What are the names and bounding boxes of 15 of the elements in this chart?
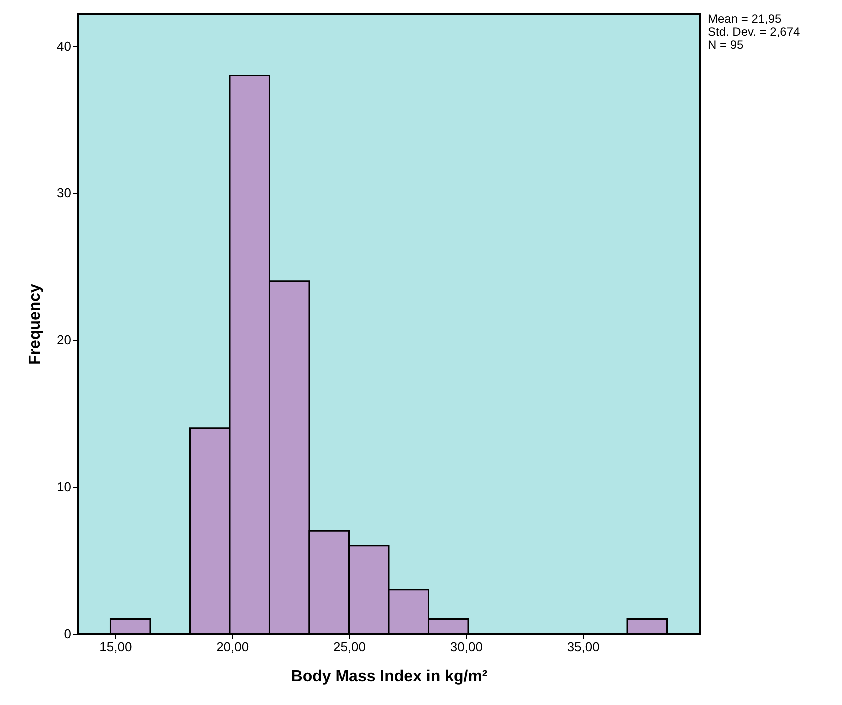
text: N = 95 xyxy=(708,38,744,52)
text: Std. Dev. = 2,674 xyxy=(708,25,800,39)
y-tick-label: 20 xyxy=(57,332,72,348)
y-tick-label: 40 xyxy=(57,38,72,54)
x-tick-label: 25,00 xyxy=(333,640,366,654)
x-tick-label: 20,00 xyxy=(216,640,250,654)
x-tick-label: 15,00 xyxy=(100,640,132,654)
y-tick-label: 30 xyxy=(57,186,72,201)
y-tick-label: 0 xyxy=(64,626,72,642)
y-tick-label: 10 xyxy=(57,480,72,495)
x-tick-label: 35,00 xyxy=(567,640,600,654)
y-axis-title: Frequency xyxy=(27,284,44,365)
x-tick-label: 30,00 xyxy=(450,640,483,654)
x-axis-title: Body Mass Index in kg/m² xyxy=(291,668,488,686)
text: Mean = 21,95 xyxy=(708,12,782,26)
